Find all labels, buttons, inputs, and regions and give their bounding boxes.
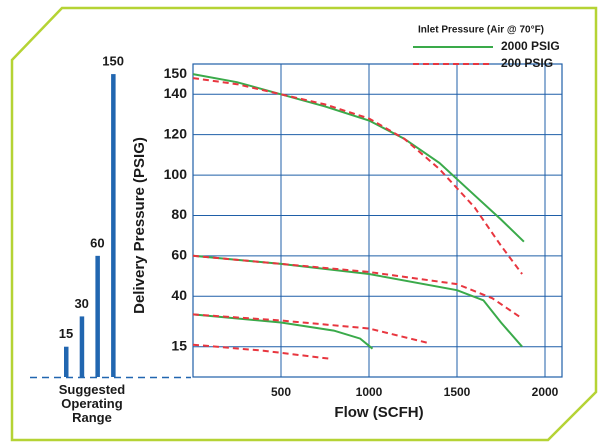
plot-area: [192, 63, 563, 378]
value-label: 60: [90, 235, 104, 250]
curve: [192, 313, 428, 344]
y-tick-label: 120: [164, 125, 188, 141]
curve: [192, 343, 331, 360]
curve: [192, 254, 523, 348]
x-axis-label: Flow (SCFH): [334, 404, 423, 421]
legend-title: Inlet Pressure (Air @ 70°F): [418, 25, 544, 36]
y-tick-label: 40: [171, 287, 187, 303]
bar: [95, 255, 100, 377]
bar: [64, 346, 69, 377]
x-tick-label: 500: [271, 385, 291, 399]
y-tick-label: 60: [171, 247, 187, 263]
y-tick-label: 100: [164, 166, 188, 182]
x-tick-label: 1000: [356, 385, 383, 399]
curve: [192, 77, 523, 275]
legend-label: 2000 PSIG: [501, 39, 560, 53]
y-tick-label: 15: [171, 337, 187, 353]
x-tick-label: 1500: [444, 385, 471, 399]
curve: [192, 73, 525, 243]
bar: [79, 316, 85, 377]
value-label: 30: [74, 296, 88, 311]
curve: [192, 254, 523, 320]
value-label: 150: [102, 54, 124, 69]
bar: [111, 74, 116, 377]
x-tick-label: 2000: [532, 385, 559, 399]
y-tick-label: 150: [164, 65, 188, 81]
legend-label: 200 PSIG: [501, 56, 553, 70]
y-tick-label: 80: [171, 206, 187, 222]
y-tick-label: 140: [164, 85, 188, 101]
value-label: 15: [59, 326, 73, 341]
curve: [192, 313, 374, 350]
y-axis-label: Delivery Pressure (PSIG): [131, 137, 148, 314]
caption: Suggested Operating Range: [59, 382, 126, 425]
frame: [10, 6, 598, 442]
